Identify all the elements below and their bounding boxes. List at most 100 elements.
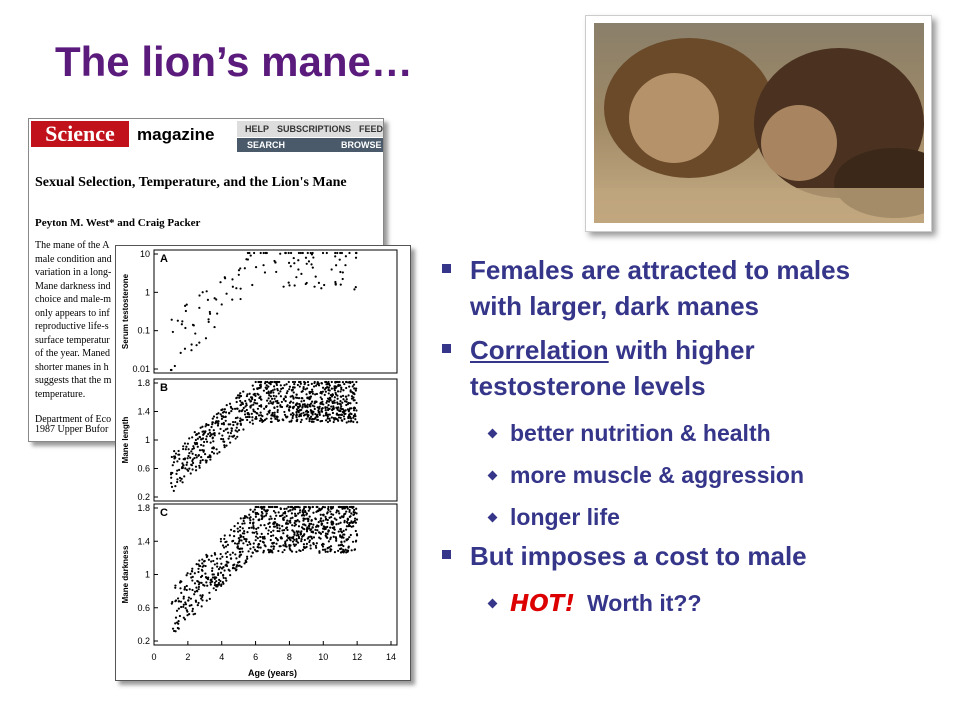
figure-dot <box>330 380 333 384</box>
figure-dot <box>201 562 204 565</box>
figure-dot <box>190 450 193 453</box>
figure-dot <box>269 420 273 424</box>
figure-dot <box>305 513 308 516</box>
figure-dot <box>204 572 207 575</box>
figure-dot <box>338 534 342 537</box>
figure-dot <box>188 613 191 616</box>
x-tick-label: 0 <box>151 652 156 662</box>
figure-dot <box>264 510 267 513</box>
nav-item: SUBSCRIPTIONS <box>277 124 352 134</box>
figure-dot <box>301 513 305 517</box>
authors: Peyton M. West* and Craig Packer <box>35 217 201 229</box>
figure-dot <box>355 401 358 405</box>
figure-dot <box>207 433 210 436</box>
figure-dot <box>281 529 284 532</box>
figure-dot <box>182 445 185 448</box>
figure-dot <box>228 411 231 414</box>
figure-dot <box>239 287 242 290</box>
sub-bullet-emph: HOT! <box>510 591 575 617</box>
figure-dot <box>312 523 315 526</box>
figure-dot <box>265 391 268 395</box>
figure-dot <box>184 326 187 330</box>
figure-dot <box>240 547 244 550</box>
figure-dot <box>343 417 346 421</box>
nav-item: HELP <box>245 124 270 134</box>
figure-dot <box>260 514 263 517</box>
figure-dot <box>295 538 298 541</box>
panel-frame <box>153 378 398 502</box>
figure-dot <box>312 385 316 388</box>
figure-dot <box>193 431 196 434</box>
figure-dot <box>236 527 239 530</box>
figure-dot <box>332 420 335 424</box>
figure-dot <box>271 414 274 417</box>
sub-bullet-text: Worth it?? <box>586 590 702 616</box>
figure-dot <box>199 594 202 597</box>
figure-dot <box>349 533 352 537</box>
figure-dot <box>306 251 309 255</box>
figure-dot <box>218 450 221 454</box>
figure-dot <box>234 416 238 420</box>
figure-dot <box>352 399 355 402</box>
figure-dot <box>307 536 310 539</box>
figure-dot <box>238 396 241 399</box>
abstract: The mane of the A male condition and varia… <box>35 239 112 401</box>
figure-dot <box>170 318 173 321</box>
figure-dot <box>261 512 264 515</box>
article-title: Sexual Selection, Temperature, and the L… <box>35 175 347 190</box>
address: Department of Eco 1987 Upper Bufor <box>35 415 111 435</box>
figure-dot <box>203 440 206 444</box>
figure-dot <box>201 574 204 577</box>
figure-dot <box>252 388 255 391</box>
figure-dot <box>293 531 296 534</box>
figure-dot <box>224 545 228 548</box>
figure-dot <box>251 422 254 425</box>
figure-dot <box>182 605 185 608</box>
figure-dot <box>225 564 229 568</box>
figure-dot <box>268 518 271 521</box>
figure-dot <box>250 526 253 529</box>
figure-dot <box>304 510 307 514</box>
figure-dot <box>219 281 222 284</box>
figure-dot <box>275 524 279 527</box>
figure-dot <box>205 581 208 584</box>
figure-dot <box>184 309 187 313</box>
figure-dot <box>264 545 267 548</box>
figure-dot <box>201 448 204 452</box>
figure-dot <box>173 364 176 368</box>
figure-dot <box>283 510 287 514</box>
figure-dot <box>207 320 210 323</box>
figure-dot <box>302 517 305 520</box>
figure-dot <box>215 580 218 583</box>
figure-dot <box>198 435 201 439</box>
figure-dot <box>314 412 317 416</box>
figure-dot <box>184 448 187 451</box>
figure-dot <box>271 542 274 545</box>
figure-dot <box>324 550 327 553</box>
figure-dot <box>208 310 211 314</box>
figure-dot <box>319 396 322 399</box>
figure-dot <box>316 505 319 509</box>
figure-dot <box>198 464 201 467</box>
figure-dot <box>225 444 228 447</box>
figure-dot <box>272 521 275 524</box>
figure-dot <box>314 275 317 278</box>
figure-dot <box>240 539 243 542</box>
figure-dot <box>337 549 340 552</box>
figure-dot <box>212 429 215 432</box>
figure-dot <box>318 536 321 539</box>
figure-dot <box>222 582 225 585</box>
figure-dot <box>186 610 189 613</box>
figure-dot <box>206 578 210 581</box>
figure-dot <box>246 258 250 261</box>
figure-dot <box>293 386 296 389</box>
figure-dot <box>186 457 189 460</box>
figure-dot <box>342 515 345 519</box>
figure-dot <box>214 422 217 425</box>
figure-dot <box>227 437 230 440</box>
figure-dot <box>268 521 271 524</box>
figure-dot <box>347 381 350 384</box>
figure-dot <box>234 553 237 556</box>
abstract-line: Mane darkness ind <box>35 280 111 292</box>
